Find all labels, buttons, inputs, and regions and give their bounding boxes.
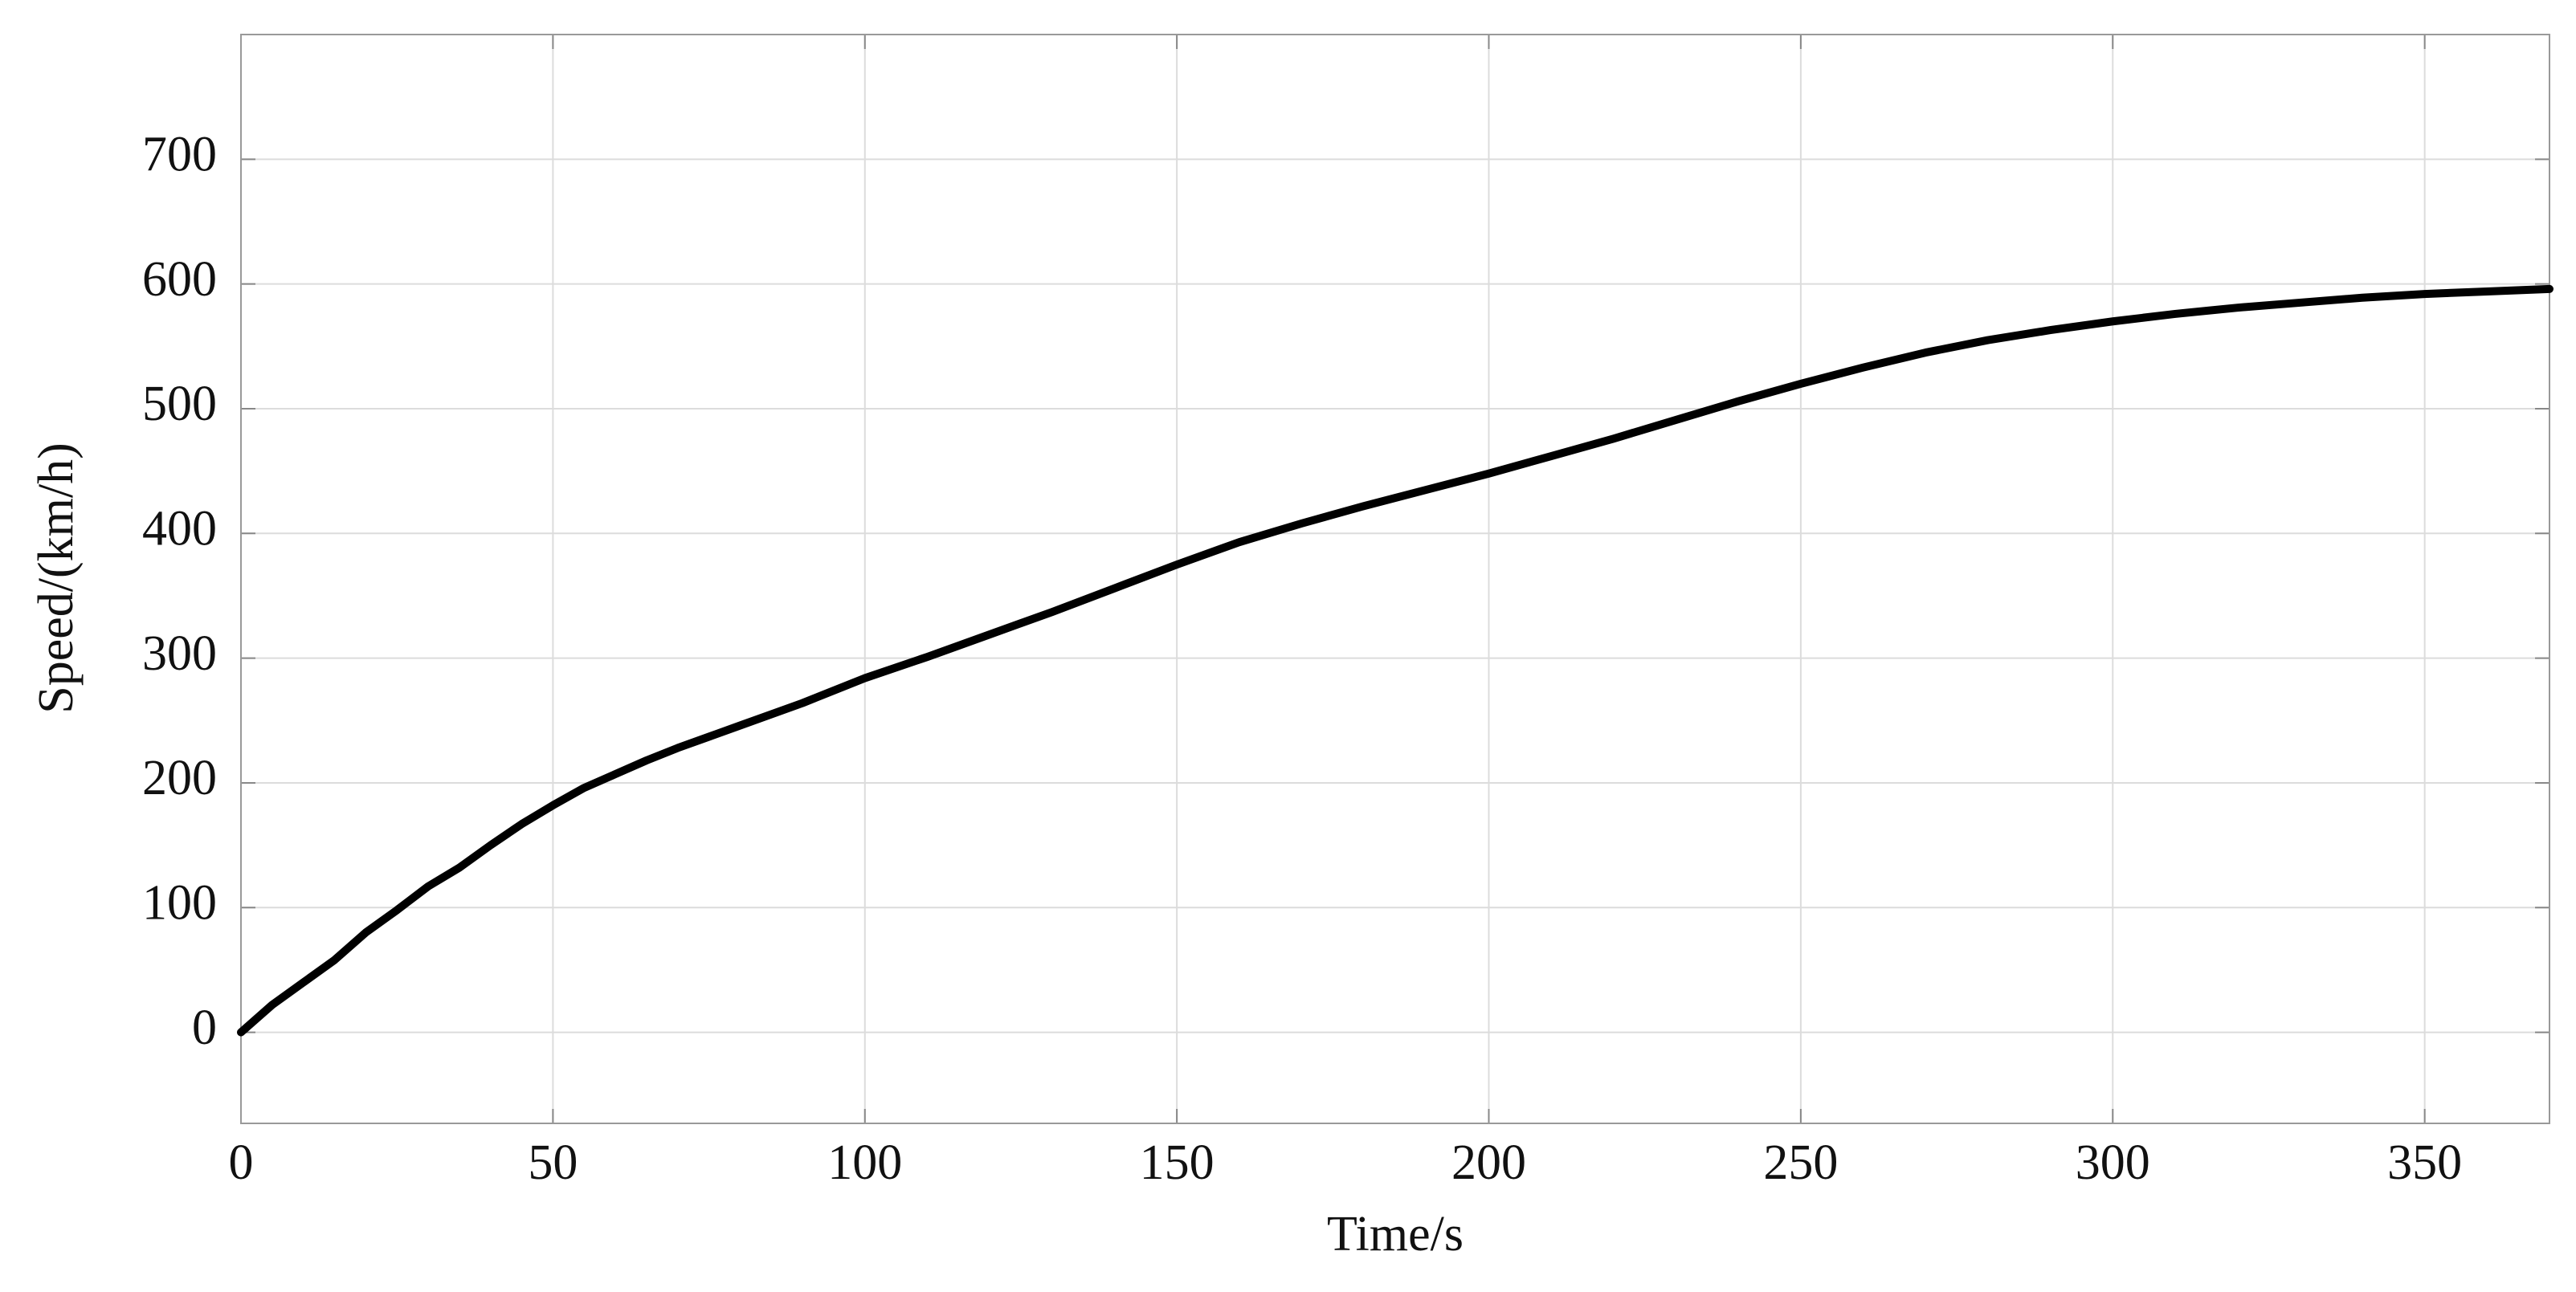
- x-tick-label: 250: [1763, 1135, 1838, 1190]
- y-tick-label: 300: [142, 626, 217, 681]
- x-tick-label: 100: [827, 1135, 902, 1190]
- data-line: [237, 284, 2554, 1037]
- y-tick-label: 100: [142, 876, 217, 931]
- y-tick-label: 200: [142, 751, 217, 805]
- y-tick-label: 500: [142, 377, 217, 431]
- x-tick-label: 200: [1451, 1135, 1526, 1190]
- x-tick-label: 50: [528, 1135, 578, 1190]
- x-tick-label: 350: [2387, 1135, 2462, 1190]
- y-tick-label: 0: [192, 1001, 217, 1055]
- x-tick-label: 0: [229, 1135, 254, 1190]
- x-tick-label: 150: [1140, 1135, 1215, 1190]
- y-tick-label: 700: [142, 128, 217, 182]
- x-axis-label: Time/s: [1327, 1207, 1464, 1261]
- y-tick-label: 600: [142, 252, 217, 307]
- x-tick-label: 300: [2076, 1135, 2150, 1190]
- y-axis-label: Speed/(km/h): [29, 442, 84, 714]
- y-tick-label: 400: [142, 502, 217, 556]
- plot-frame: [240, 34, 2550, 1124]
